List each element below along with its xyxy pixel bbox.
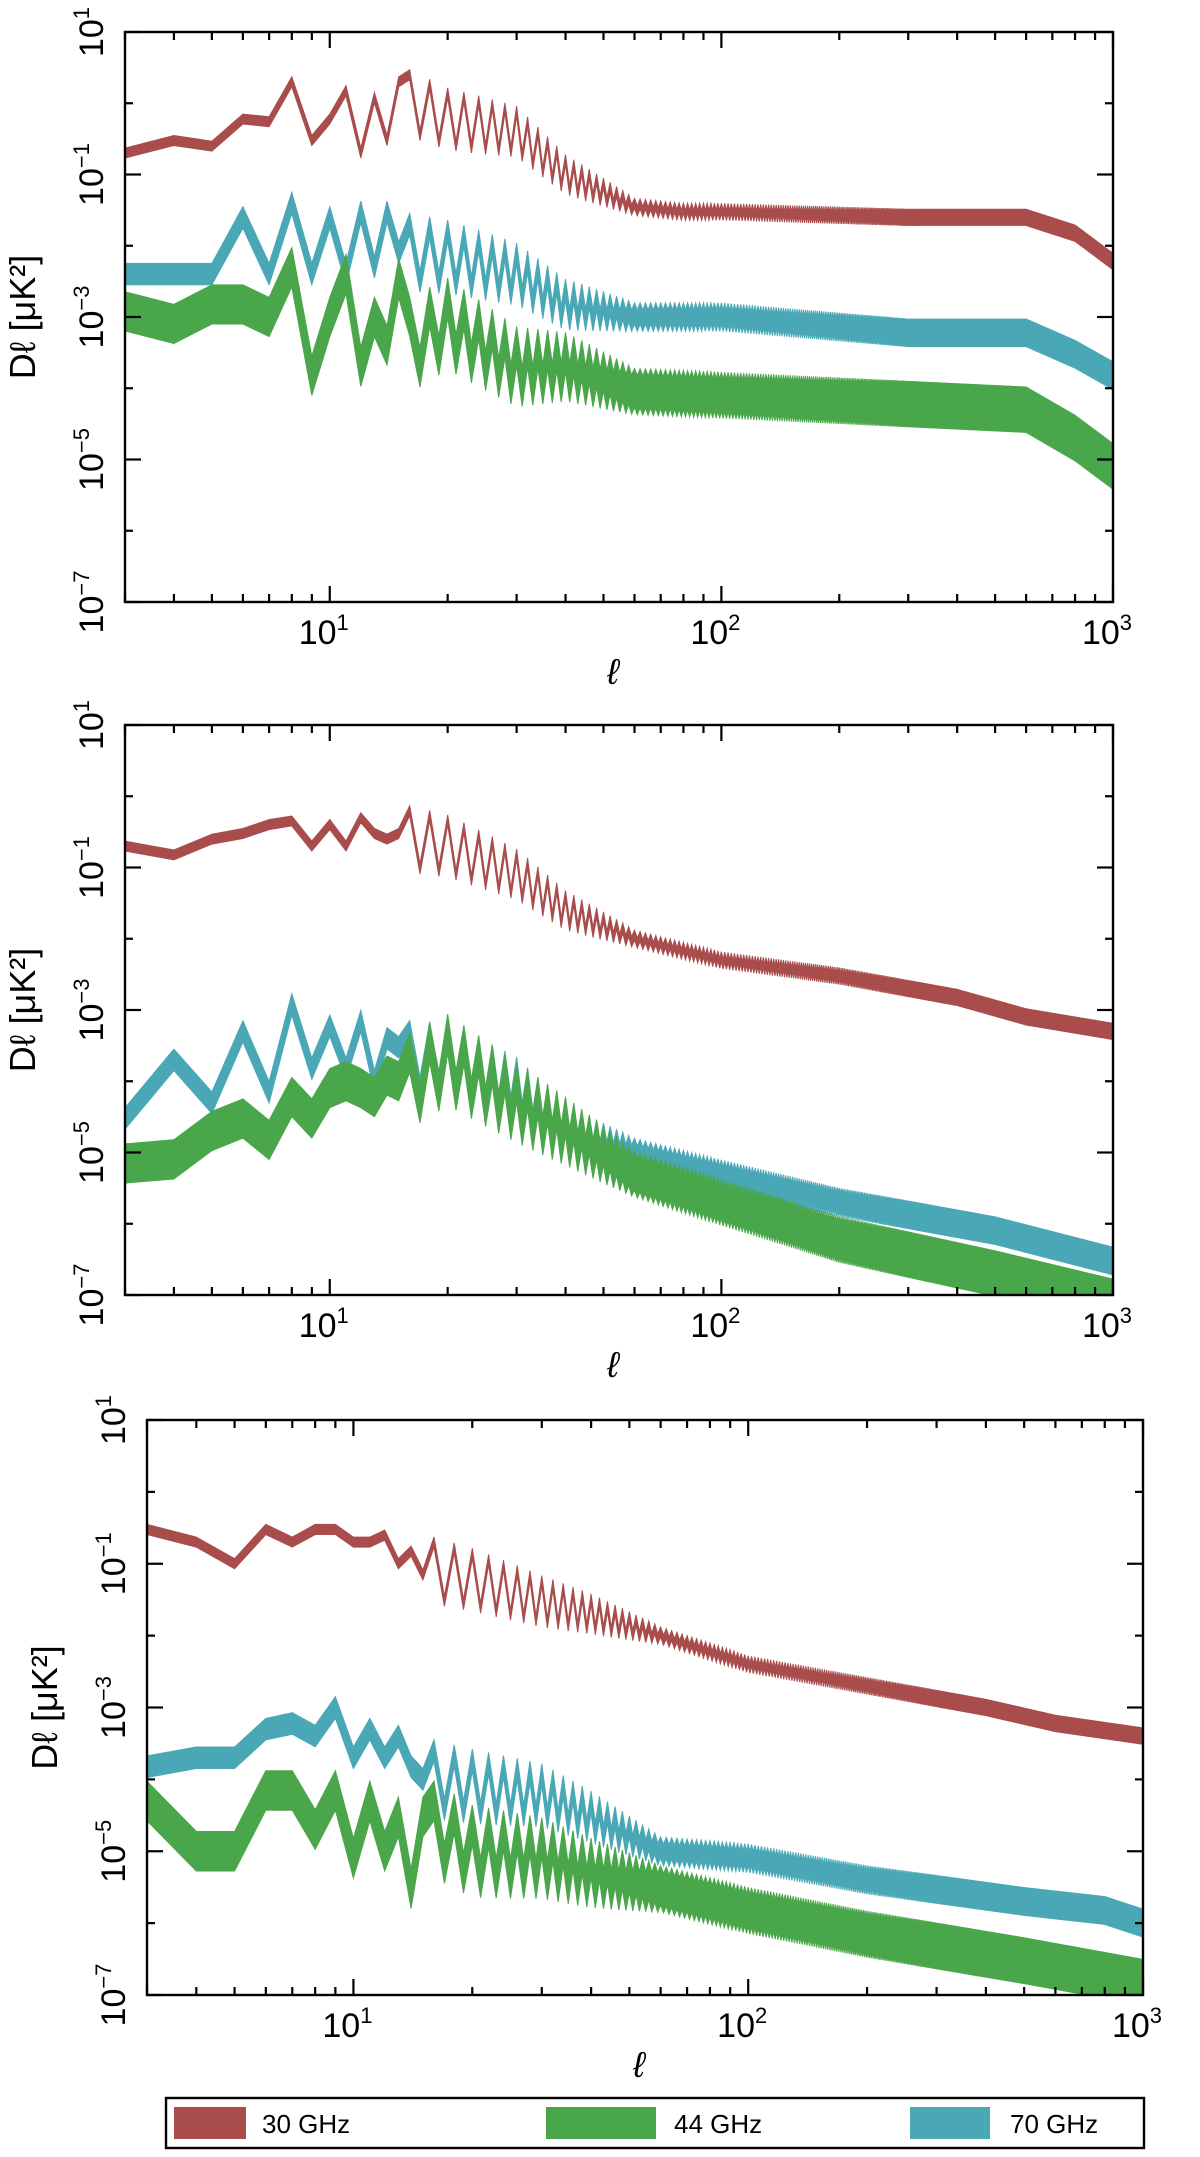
legend-label-70ghz: 70 GHz [1010, 2109, 1098, 2139]
plot-area [147, 1523, 1143, 1995]
panel-2: 101 102 103 101 10−1 10−3 10−5 10−7 ℓ Dℓ [μK²] [2, 700, 1132, 1385]
y-tick-label: 10−1 [69, 143, 111, 206]
series-band-70ghz [125, 991, 1113, 1276]
legend-item-70ghz: 70 GHz [910, 2107, 1098, 2139]
y-tick-label: 10−3 [69, 979, 111, 1042]
series-band-44ghz [125, 1013, 1113, 1295]
legend-label-44ghz: 44 GHz [674, 2109, 762, 2139]
x-tick-label: 103 [1112, 2003, 1162, 2045]
legend-swatch-30ghz [174, 2107, 246, 2139]
x-tick-label: 102 [690, 1303, 740, 1345]
panel-3: 101 102 103 101 10−1 10−3 10−5 10−7 ℓ Dℓ [μK²] [24, 1395, 1162, 2085]
legend-swatch-70ghz [910, 2107, 990, 2139]
plot-area [125, 68, 1113, 490]
x-tick-label: 101 [299, 1303, 349, 1345]
series-band-70ghz [125, 190, 1113, 390]
x-tick-label: 102 [690, 610, 740, 652]
y-tick-label: 101 [69, 7, 111, 57]
legend-swatch-44ghz [546, 2107, 656, 2139]
y-tick-label: 10−7 [69, 571, 111, 634]
panel-1: 101 102 103 101 10−1 10−3 10−5 10−7 ℓ Dℓ [μK²] [2, 7, 1132, 692]
x-axis-label: ℓ [632, 2044, 647, 2085]
legend-item-44ghz: 44 GHz [546, 2107, 762, 2139]
y-axis-label: Dℓ [μK²] [2, 948, 43, 1072]
y-tick-label: 10−7 [69, 1264, 111, 1327]
series-band-30ghz [125, 68, 1113, 271]
legend: 30 GHz 44 GHz 70 GHz [164, 2096, 1146, 2150]
y-axis-label: Dℓ [μK²] [2, 255, 43, 379]
x-tick-label: 103 [1082, 610, 1132, 652]
x-tick-label: 102 [717, 2003, 767, 2045]
series-band-70ghz [147, 1695, 1143, 1938]
plot-area [125, 804, 1113, 1295]
x-tick-label: 101 [322, 2003, 372, 2045]
series-band-44ghz [125, 245, 1113, 490]
y-tick-label: 10−1 [69, 836, 111, 899]
legend-label-30ghz: 30 GHz [262, 2109, 350, 2139]
y-tick-label: 10−7 [91, 1964, 133, 2027]
y-tick-label: 10−5 [69, 1121, 111, 1184]
y-tick-label: 10−3 [91, 1676, 133, 1739]
y-tick-label: 101 [91, 1395, 133, 1445]
x-tick-label: 103 [1082, 1303, 1132, 1345]
series-band-44ghz [147, 1769, 1143, 1995]
y-tick-label: 10−5 [69, 428, 111, 491]
y-tick-label: 10−5 [91, 1820, 133, 1883]
y-tick-label: 10−3 [69, 286, 111, 349]
y-tick-label: 101 [69, 700, 111, 750]
y-axis-label: Dℓ [μK²] [24, 1645, 65, 1769]
y-tick-label: 10−1 [91, 1532, 133, 1595]
x-axis-label: ℓ [606, 651, 621, 692]
legend-item-30ghz: 30 GHz [174, 2107, 350, 2139]
axes-frame [123, 723, 1115, 1297]
series-band-30ghz [125, 804, 1113, 1041]
series-band-30ghz [147, 1523, 1143, 1745]
x-axis-label: ℓ [606, 1344, 621, 1385]
x-tick-label: 101 [299, 610, 349, 652]
